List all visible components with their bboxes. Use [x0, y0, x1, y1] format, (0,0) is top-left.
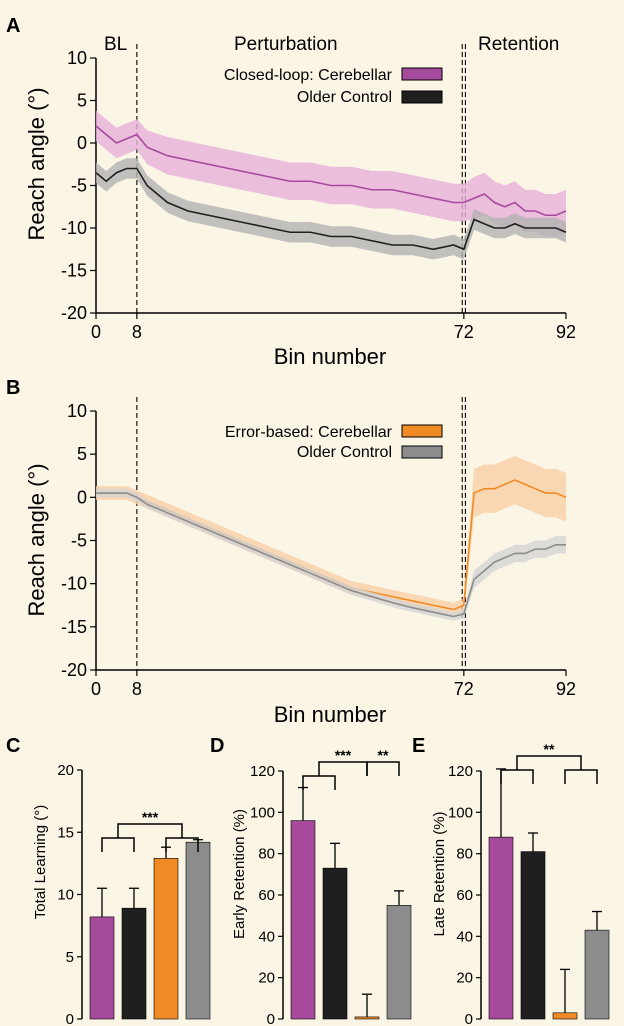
phase-label-retention: Retention: [478, 34, 559, 55]
panel-c-bar-0: [89, 916, 115, 1020]
panel-c-significance-bracket: [117, 823, 183, 838]
legend-a-label-0: Closed-loop: Cerebellar: [224, 67, 393, 84]
panel-d-ytick-label: 40: [258, 928, 275, 945]
panel-b-series-0-error-band: [96, 455, 566, 617]
panel-a-ytick-label: -20: [61, 303, 87, 323]
panel-b-xtick-label: 8: [132, 679, 142, 699]
panel-e-ytick-label: 120: [448, 763, 473, 780]
panel-b-xtick-label: 0: [91, 679, 101, 699]
panel-e-ytick-label: 0: [465, 1011, 473, 1026]
panel-a-ylabel: Reach angle (°): [24, 87, 49, 240]
panel-b-ytick-label: 5: [77, 444, 87, 464]
panel-letter-E: E: [412, 735, 425, 757]
legend-a-swatch-0: [401, 67, 443, 81]
panel-c-ytick-label: 5: [66, 949, 74, 966]
panel-a-ytick-label: 5: [77, 91, 87, 111]
panel-b-ytick-label: -10: [61, 574, 87, 594]
panel-b-xtick-label: 72: [454, 679, 474, 699]
panel-d-significance-label-1: **: [378, 747, 389, 763]
panel-b-xtick-label: 92: [556, 679, 576, 699]
panel-c-ytick-label: 20: [57, 762, 74, 779]
panel-a-series-0-error-band: [96, 110, 566, 237]
panel-d-ytick-label: 80: [258, 846, 275, 863]
panel-b-ytick-label: 0: [77, 487, 87, 507]
panel-c-bar-1: [121, 907, 147, 1020]
panel-d-significance-bracket-0: [318, 761, 368, 776]
panel-e-bar-3: [584, 929, 610, 1020]
panel-d-ytick-label: 120: [250, 763, 275, 780]
panel-e-bar-0: [488, 836, 514, 1020]
panel-d-bar-1: [322, 867, 348, 1020]
panel-b-xlabel: Bin number: [274, 702, 387, 727]
panel-c-ytick-label: 0: [66, 1011, 74, 1026]
panel-b-ylabel: Reach angle (°): [24, 463, 49, 616]
panel-b-series-1-line: [96, 492, 566, 618]
panel-b-ytick-label: -20: [61, 660, 87, 680]
panel-e-bar-1: [520, 851, 546, 1020]
panel-d-ytick-label: 20: [258, 970, 275, 987]
panel-a-xtick-label: 8: [132, 322, 142, 342]
panel-c-significance-label: ***: [142, 809, 159, 825]
phase-label-bl: BL: [104, 34, 127, 55]
panel-e-ytick-label: 80: [456, 846, 473, 863]
legend-b-swatch-0: [401, 424, 443, 438]
panel-d-bar-2: [354, 1016, 380, 1020]
panel-a-ytick-label: -15: [61, 261, 87, 281]
panel-e-significance-label: **: [544, 741, 555, 757]
panel-a-ytick-label: 10: [67, 48, 87, 68]
panel-d-ytick-label: 60: [258, 887, 275, 904]
panel-b-ytick-label: -5: [71, 531, 87, 551]
panel-d-ytick-label: 100: [250, 804, 275, 821]
panel-d-bar-0: [290, 820, 316, 1020]
panel-a-xtick-label: 92: [556, 322, 576, 342]
panel-a-ytick-label: -10: [61, 218, 87, 238]
phase-label-perturbation: Perturbation: [234, 34, 338, 55]
panel-letter-A: A: [6, 15, 20, 37]
panel-a-series-1-line: [95, 167, 567, 251]
panel-c-ytick-label: 10: [57, 887, 74, 904]
panel-letter-B: B: [6, 377, 20, 399]
panel-c-group-bracket-0: [101, 837, 135, 852]
panel-c-ylabel: Total Learning (°): [32, 805, 49, 919]
panel-e-group-bracket-1: [564, 769, 598, 784]
panel-letter-D: D: [210, 735, 224, 757]
legend-b-swatch-1: [401, 445, 443, 459]
panel-e-significance-bracket: [516, 755, 582, 770]
panel-a-xtick-label: 0: [91, 322, 101, 342]
panel-a-series-1-error-band: [96, 158, 566, 260]
panel-d-bar-3: [386, 905, 412, 1020]
panel-c-ytick-label: 15: [57, 824, 74, 841]
panel-d-significance-label-0: ***: [335, 747, 352, 763]
legend-b-label-1: Older Control: [297, 444, 392, 461]
panel-a-ytick-label: -5: [71, 176, 87, 196]
panel-e-ytick-label: 60: [456, 887, 473, 904]
legend-a-swatch-1: [401, 90, 443, 104]
legend-b-label-0: Error-based: Cerebellar: [225, 424, 393, 441]
panel-a-series-0-line: [95, 125, 567, 217]
panel-a-ytick-label: 0: [77, 133, 87, 153]
panel-c-bar-2: [153, 858, 179, 1020]
panel-e-ytick-label: 40: [456, 928, 473, 945]
legend-a-label-1: Older Control: [297, 89, 392, 106]
panel-e-group-bracket-0: [500, 769, 534, 784]
panel-c-bar-3: [185, 841, 211, 1020]
panel-e-ytick-label: 20: [456, 970, 473, 987]
panel-a-xtick-label: 72: [454, 322, 474, 342]
panel-b-ytick-label: -15: [61, 617, 87, 637]
panel-a-xlabel: Bin number: [274, 344, 387, 369]
panel-e-ylabel: Late Retention (%): [431, 811, 448, 936]
panel-b-ytick-label: 10: [67, 401, 87, 421]
panel-letter-C: C: [6, 735, 20, 757]
panel-d-ylabel: Early Retention (%): [231, 809, 248, 939]
panel-d-significance-bracket-1: [366, 761, 400, 776]
panel-d-ytick-label: 0: [267, 1011, 275, 1026]
panel-e-ytick-label: 100: [448, 804, 473, 821]
panel-e-bar-2: [552, 1012, 578, 1020]
